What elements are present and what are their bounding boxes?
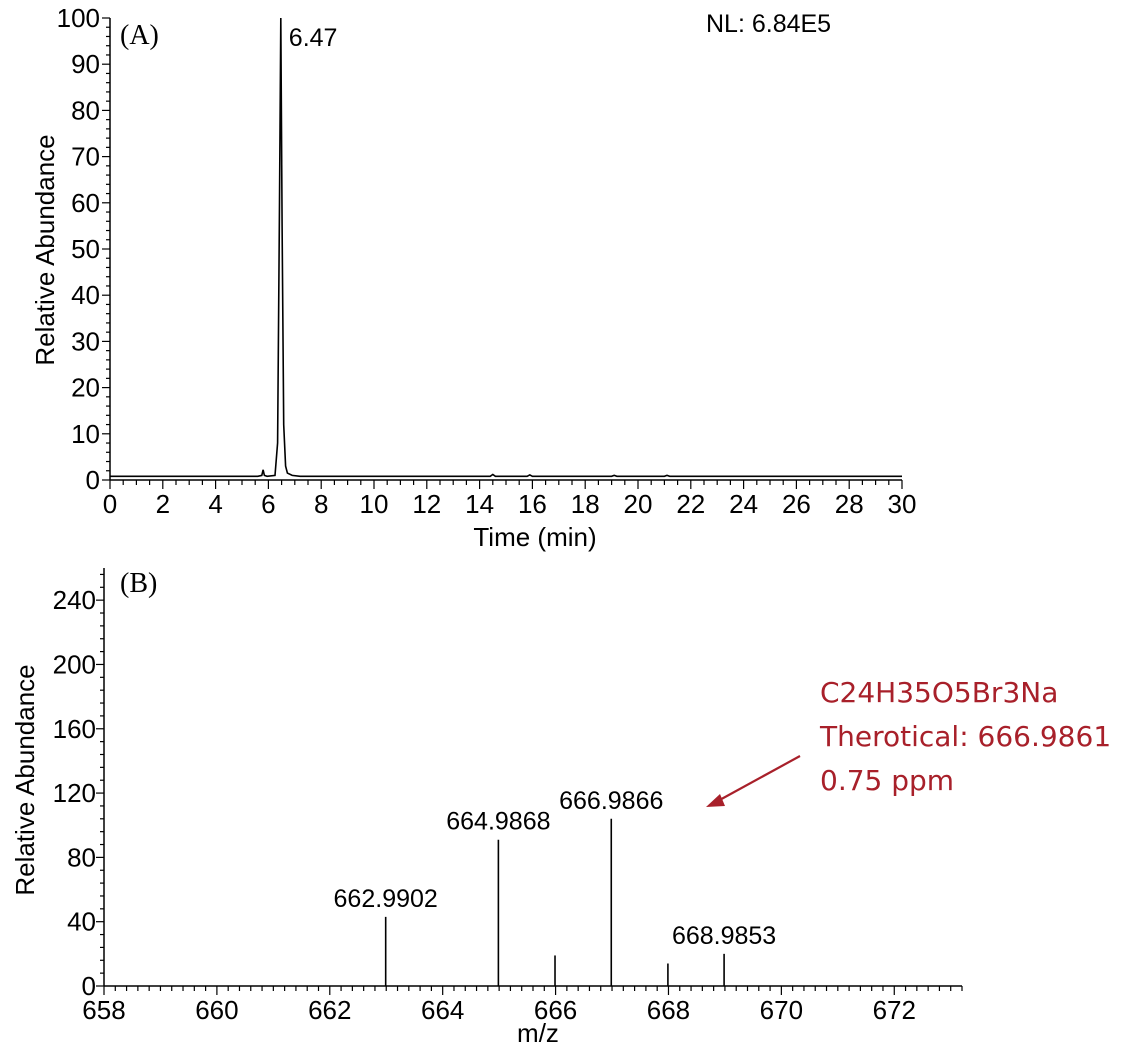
chromatogram-peak-label: 6.47 <box>289 24 338 52</box>
panel-a-y-axis-title: Relative Abundance <box>30 134 60 365</box>
spectrum-peak-label: 664.9868 <box>446 808 550 836</box>
panel-b-x-tick-label: 660 <box>195 995 238 1025</box>
panel-b-label: (B) <box>120 568 157 599</box>
panel-b-x-tick-label: 670 <box>760 995 803 1025</box>
spectrum-peak-label: 668.9853 <box>672 922 776 950</box>
panel-a-x-tick-label: 6 <box>261 489 275 519</box>
panel-a-x-tick-label: 2 <box>156 489 170 519</box>
formula-annotation: C24H35O5Br3Na Therotical: 666.9861 0.75 … <box>706 676 1111 807</box>
annotation-theoretical-mass: Therotical: 666.9861 <box>819 720 1111 753</box>
panel-b-y-tick-label: 0 <box>82 971 96 1001</box>
panel-b-y-tick-label: 40 <box>67 907 96 937</box>
panel-b-x-tick-label: 668 <box>647 995 690 1025</box>
panel-a-y-tick-label: 80 <box>71 95 100 125</box>
panel-a-x-tick-label: 30 <box>888 489 917 519</box>
normalization-level-label: NL: 6.84E5 <box>706 10 831 38</box>
panel-b-y-tick-label: 80 <box>67 842 96 872</box>
panel-a-axes: 0 2 4 6 8 10 12 14 16 18 20 22 24 26 28 300102030405060… <box>57 3 917 519</box>
panel-a-x-tick-label: 14 <box>465 489 494 519</box>
panel-b-x-tick-label: 658 <box>82 995 125 1025</box>
panel-a-x-tick-label: 16 <box>518 489 547 519</box>
panel-b-x-tick-label: 672 <box>873 995 916 1025</box>
annotation-arrow-head <box>706 794 725 807</box>
annotation-formula: C24H35O5Br3Na <box>820 676 1058 709</box>
panel-a-x-tick-label: 28 <box>835 489 864 519</box>
panel-a-x-tick-label: 10 <box>360 489 389 519</box>
panel-b-axes: 658 660 662 664 666 668 670 672 0 40 80 120 160 200 24… <box>53 568 963 1025</box>
panel-a-y-tick-label: 0 <box>86 465 100 495</box>
panel-a-y-tick-label: 100 <box>57 3 100 33</box>
annotation-ppm-error: 0.75 ppm <box>820 764 954 797</box>
panel-a-y-tick-label: 20 <box>71 373 100 403</box>
panel-b-y-axis-title: Relative Abundance <box>10 664 40 895</box>
spectrum-peak-label: 666.9866 <box>559 787 663 815</box>
panel-b-x-tick-label: 662 <box>308 995 351 1025</box>
panel-a-x-tick-label: 18 <box>571 489 600 519</box>
panel-a-x-axis-title: Time (min) <box>473 522 596 552</box>
panel-b-x-tick-label: 664 <box>421 995 464 1025</box>
mass-spectrum-panel: (B) Relative Abundance m/z 658 660 662 664 6… <box>10 568 1111 1048</box>
panel-a-y-tick-label: 10 <box>71 419 100 449</box>
panel-a-y-tick-label: 60 <box>71 188 100 218</box>
panel-a-x-tick-label: 22 <box>676 489 705 519</box>
panel-a-x-tick-label: 0 <box>103 489 117 519</box>
panel-b-y-tick-label: 240 <box>53 585 96 615</box>
panel-a-y-tick-label: 70 <box>71 142 100 172</box>
panel-a-trace-group <box>110 17 902 478</box>
panel-b-x-tick-label: 666 <box>534 995 577 1025</box>
panel-a-x-tick-label: 12 <box>412 489 441 519</box>
chromatogram-panel: (A) NL: 6.84E5 Relative Abundance Time (… <box>30 3 916 552</box>
spectrum-peak-label: 662.9902 <box>334 885 438 913</box>
panel-a-x-tick-label: 20 <box>624 489 653 519</box>
panel-a-y-tick-label: 50 <box>71 234 100 264</box>
panel-a-y-tick-label: 30 <box>71 326 100 356</box>
panel-b-y-tick-label: 200 <box>53 649 96 679</box>
panel-a-y-tick-label: 90 <box>71 49 100 79</box>
panel-b-x-axis-title: m/z <box>517 1018 559 1048</box>
annotation-arrow-line <box>715 755 801 803</box>
panel-a-y-tick-label: 40 <box>71 280 100 310</box>
panel-b-peaks: 662.9902 664.9868 666.9866 668.9853 <box>334 787 776 986</box>
panel-a-x-tick-label: 8 <box>314 489 328 519</box>
panel-a-x-tick-label: 24 <box>729 489 758 519</box>
panel-a-label: (A) <box>120 20 159 51</box>
panel-b-y-tick-label: 160 <box>53 714 96 744</box>
chromatogram-trace <box>110 17 902 478</box>
panel-b-y-tick-label: 120 <box>53 778 96 808</box>
panel-a-x-tick-label: 4 <box>208 489 222 519</box>
panel-a-x-tick-label: 26 <box>782 489 811 519</box>
